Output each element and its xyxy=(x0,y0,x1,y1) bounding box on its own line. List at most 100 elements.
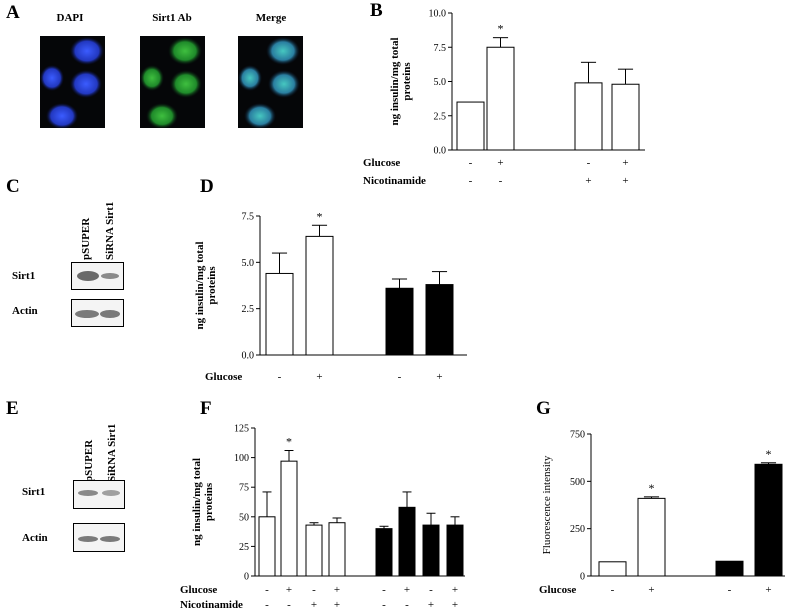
condition-sign: + xyxy=(404,584,410,596)
condition-sign: + xyxy=(428,599,434,610)
condition-sign: + xyxy=(622,157,628,169)
condition-sign: - xyxy=(287,599,291,610)
condition-sign: - xyxy=(469,157,473,169)
condition-sign: - xyxy=(469,175,473,187)
sirt1-cells-image xyxy=(140,37,202,128)
y-tick-label: 7.5 xyxy=(242,212,255,223)
blot-e-actin-band-box xyxy=(73,523,125,552)
bar xyxy=(611,83,640,151)
y-tick-label: 2.5 xyxy=(242,304,255,315)
condition-sign: - xyxy=(398,371,402,383)
bar xyxy=(598,561,627,577)
condition-sign: + xyxy=(765,584,771,596)
condition-sign: - xyxy=(429,584,433,596)
panel-letter-c: C xyxy=(6,176,20,197)
y-tick-label: 750 xyxy=(570,430,585,441)
y-axis-title-line: proteins xyxy=(206,266,218,305)
condition-sign: - xyxy=(265,599,269,610)
y-tick-label: 5.0 xyxy=(242,258,255,269)
condition-sign: - xyxy=(265,584,269,596)
merge-label: Merge xyxy=(255,12,287,24)
condition-sign: + xyxy=(585,175,591,187)
blot-c-actin-bands xyxy=(75,310,120,318)
y-axis-title: ng insulin/mg total proteins xyxy=(389,37,413,125)
condition-sign: + xyxy=(311,599,317,610)
blot-c-sirt1-band-box xyxy=(71,262,124,290)
blot-c-row-sirt1: Sirt1 xyxy=(12,270,36,282)
condition-row-label: Glucose xyxy=(205,371,242,383)
condition-sign: - xyxy=(587,157,591,169)
y-tick-label: 125 xyxy=(234,424,249,435)
blot-e-actin-bands xyxy=(78,536,120,542)
condition-sign: - xyxy=(312,584,316,596)
blot-e-sirt1-bands xyxy=(78,490,120,496)
blot-c-sirt1-bands xyxy=(77,271,119,281)
sirt1-ab-label: Sirt1 Ab xyxy=(152,12,192,24)
condition-sign: - xyxy=(278,371,282,383)
panel-letter-a: A xyxy=(6,2,20,23)
dapi-label: DAPI xyxy=(56,12,84,24)
y-tick-label: 100 xyxy=(234,453,249,464)
y-axis-title-line: proteins xyxy=(203,482,215,521)
sirt1-micrograph xyxy=(140,36,205,128)
y-axis-title-line: ng insulin/mg total xyxy=(389,37,401,125)
y-axis-title: ng insulin/mg total proteins xyxy=(194,241,218,329)
condition-row-label: Glucose xyxy=(539,584,576,596)
y-axis-title-line: Fluorescence intensity xyxy=(541,455,553,554)
blot-c-row-actin: Actin xyxy=(12,305,38,317)
panel-letter-f: F xyxy=(200,398,212,419)
y-tick-label: 50 xyxy=(239,512,249,523)
panel-letter-d: D xyxy=(200,176,214,197)
condition-sign: + xyxy=(497,157,503,169)
condition-sign: - xyxy=(611,584,615,596)
y-tick-label: 250 xyxy=(570,524,585,535)
condition-row-label: Glucose xyxy=(180,584,217,596)
panel-letter-b: B xyxy=(370,0,383,21)
bar xyxy=(305,235,334,356)
bar xyxy=(574,82,603,151)
significance-star: * xyxy=(766,447,772,461)
y-tick-label: 25 xyxy=(239,542,249,553)
y-tick-label: 500 xyxy=(570,477,585,488)
condition-sign: + xyxy=(436,371,442,383)
condition-sign: + xyxy=(316,371,322,383)
y-tick-label: 75 xyxy=(239,483,249,494)
condition-sign: + xyxy=(452,584,458,596)
y-tick-label: 10.0 xyxy=(429,9,447,20)
bar xyxy=(385,287,414,356)
bar xyxy=(715,560,744,577)
y-tick-label: 5.0 xyxy=(434,77,447,88)
y-tick-label: 0 xyxy=(580,572,585,583)
y-tick-label: 2.5 xyxy=(434,111,447,122)
blot-c-actin-band-box xyxy=(71,299,124,327)
condition-sign: - xyxy=(382,599,386,610)
condition-row-label: Nicotinamide xyxy=(363,175,426,187)
condition-sign: - xyxy=(728,584,732,596)
blot-e-row-actin: Actin xyxy=(22,532,48,544)
significance-star: * xyxy=(498,22,504,36)
bar xyxy=(754,463,783,577)
significance-star: * xyxy=(649,481,655,495)
bar xyxy=(456,101,485,151)
condition-sign: + xyxy=(622,175,628,187)
condition-row-label: Glucose xyxy=(363,157,400,169)
merge-cells-image xyxy=(238,37,300,128)
condition-sign: - xyxy=(405,599,409,610)
condition-row-label: Nicotinamide xyxy=(180,599,243,610)
condition-sign: + xyxy=(648,584,654,596)
y-axis-title-line: proteins xyxy=(401,62,413,101)
condition-sign: + xyxy=(286,584,292,596)
blot-e-row-sirt1: Sirt1 xyxy=(22,486,46,498)
y-tick-label: 0.0 xyxy=(242,351,255,362)
dapi-cells-image xyxy=(40,37,104,128)
y-axis-title-line: ng insulin/mg total xyxy=(191,458,203,546)
blot-e-sirt1-band-box xyxy=(73,480,125,509)
y-tick-label: 7.5 xyxy=(434,43,447,54)
condition-sign: + xyxy=(334,599,340,610)
y-tick-label: 0.0 xyxy=(434,146,447,157)
condition-sign: + xyxy=(452,599,458,610)
dapi-micrograph xyxy=(40,36,105,128)
y-axis-title: ng insulin/mg total proteins xyxy=(191,458,215,546)
significance-star: * xyxy=(286,434,292,448)
